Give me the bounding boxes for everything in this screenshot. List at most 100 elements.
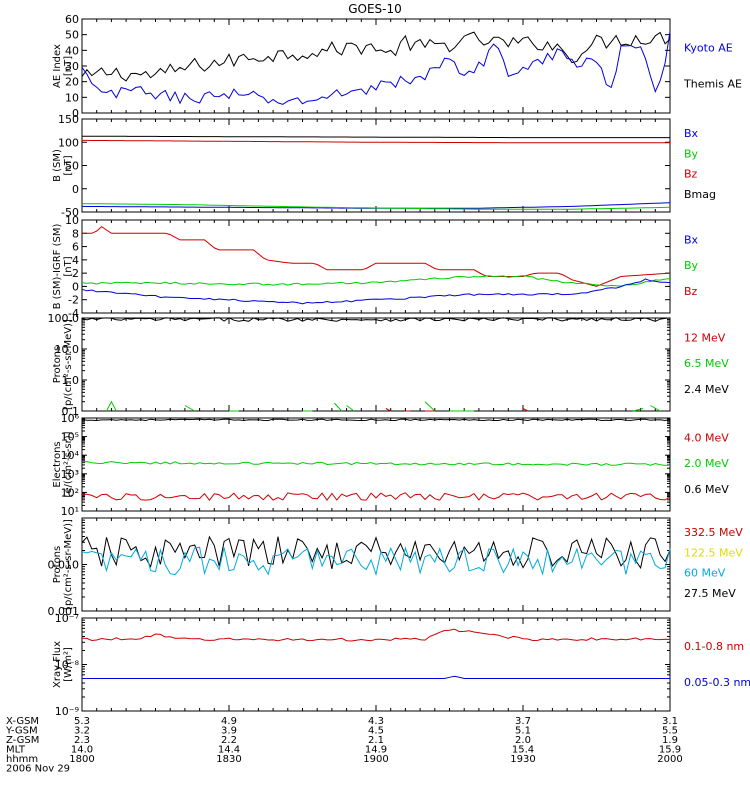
legend-entry: 0.6 MeV [684, 483, 729, 496]
ephemeris-value: 14.9 [365, 745, 387, 756]
y-tick-label: 60 [65, 13, 79, 26]
legend-entry: 0.05-0.3 nm [684, 676, 750, 689]
ephemeris-row-label: MLT [6, 745, 26, 756]
legend-entry: 2.0 MeV [684, 457, 729, 470]
series-line [81, 546, 671, 577]
ephemeris-value: 14.0 [71, 745, 93, 756]
ephemeris-value: 1930 [510, 754, 535, 765]
ephemeris-row-label: hhmm [6, 754, 38, 765]
y-axis-label-line: B (SM) [52, 149, 63, 182]
ephemeris-value: 1900 [363, 754, 388, 765]
y-tick-label: 10.0 [55, 343, 80, 356]
y-tick-label: 0.001 [48, 605, 80, 618]
y-tick-label: 10² [61, 486, 79, 499]
y-tick-label: -4 [68, 307, 79, 320]
legend-entry: 0.1-0.8 nm [684, 640, 744, 653]
panel-frame [81, 517, 671, 612]
y-tick-label: 50 [65, 160, 79, 173]
legend-entry: Bmag [684, 188, 716, 201]
ephemeris-value: 2.3 [74, 735, 90, 746]
y-axis-label-line: [nT] [63, 256, 74, 276]
ephemeris-value: 1.9 [662, 735, 678, 746]
legend-entry: By [684, 147, 699, 160]
y-axis-label: AE Index [nT] [52, 44, 74, 88]
series-line [82, 139, 670, 144]
y-tick-label: 10⁵ [61, 431, 79, 444]
legend-entry: Bz [684, 285, 698, 298]
y-axis-label-line: Xray Flux [52, 641, 63, 688]
y-tick-label: 10⁴ [61, 449, 80, 462]
series-line [81, 628, 671, 642]
legend-entry: 4.0 MeV [684, 431, 729, 444]
ephemeris-value: 5.1 [515, 726, 531, 737]
series-line [81, 535, 671, 570]
y-axis-label: B (SM)-IGRF (SM) [nT] [52, 224, 74, 310]
panel-frame [81, 317, 671, 412]
y-tick-label: 10⁻⁷ [55, 612, 79, 625]
y-tick-label: 100 [58, 136, 79, 149]
y-tick-label: 10⁻⁹ [55, 705, 79, 718]
y-tick-label: 50 [65, 29, 79, 42]
ephemeris-value: 5.3 [74, 716, 90, 727]
panel-2: -50 0 50 100 150 B (SM) [nT] Bx By Bz Bmag [52, 113, 716, 219]
series-line [346, 405, 355, 412]
legend-entry: 2.4 MeV [684, 383, 729, 396]
y-tick-label: 8 [72, 227, 79, 240]
y-tick-label: 30 [65, 60, 79, 73]
series-line [81, 278, 671, 305]
y-axis-label-line: [e/(cm²-s-sr)] [63, 431, 74, 497]
series-line [633, 408, 644, 412]
ephemeris-value: 2.0 [515, 735, 531, 746]
series-line [81, 31, 671, 82]
ephemeris-value: 14.4 [218, 745, 240, 756]
y-tick-label: 10 [65, 214, 79, 227]
legend-entry: By [684, 259, 699, 272]
series-line [81, 203, 671, 210]
y-axis-label-line: [W/m²] [63, 647, 74, 682]
series-line [81, 31, 671, 105]
series-line [106, 400, 117, 412]
ephemeris-value: 1830 [216, 754, 241, 765]
ephemeris-value: 3.7 [515, 716, 531, 727]
series-line [82, 135, 670, 139]
series-line [82, 675, 670, 679]
y-axis-label: Protons [p/(cm²-s-sr-MeV)] [52, 519, 74, 610]
legend-entry: 122.5 MeV [684, 546, 743, 559]
legend-entry: 12 MeV [684, 331, 726, 344]
ephemeris-value: 2000 [657, 754, 682, 765]
legend-entry: 27.5 MeV [684, 587, 736, 600]
y-tick-label: 1.0 [62, 374, 80, 387]
y-axis-label-line: Electrons [52, 441, 63, 487]
y-tick-label: -2 [68, 294, 79, 307]
ephemeris-value: 2.1 [368, 735, 384, 746]
ephemeris-value: 3.1 [662, 716, 678, 727]
y-tick-label: 6 [72, 241, 79, 254]
ephemeris-row-label: X-GSM [6, 716, 39, 727]
y-tick-label: 10¹ [61, 505, 79, 518]
ephemeris-value: 2.2 [221, 735, 237, 746]
ephemeris-value: 15.4 [512, 745, 534, 756]
legend-entry: Themis AE [683, 78, 742, 91]
y-axis-label-line: AE Index [52, 44, 63, 88]
y-tick-label: 40 [65, 44, 79, 57]
ephemeris-value: 5.5 [662, 726, 678, 737]
plot-title: GOES-10 [348, 2, 402, 16]
panel-1: 0 10 20 30 40 50 60 AE Index [nT] Kyoto AE Themis … [52, 13, 742, 120]
y-tick-label: 0 [72, 107, 79, 120]
y-tick-label: 150 [58, 113, 79, 126]
ephemeris-row-label: Z-GSM [6, 735, 39, 746]
y-tick-label: 4 [72, 254, 79, 267]
series-line [81, 275, 671, 287]
y-axis-label-line: [p/(cm²-s-sr-MeV)] [63, 319, 74, 410]
ephemeris-value: 3.2 [74, 726, 90, 737]
panel-7: 10⁻⁹ 10⁻⁸ 10⁻⁷ Xray Flux [W/m²] 0.1-0.8 nm 0.0… [52, 612, 750, 718]
y-tick-label: -50 [61, 206, 79, 219]
y-tick-label: 0.1 [62, 405, 80, 418]
legend-entry: 6.5 MeV [684, 357, 729, 370]
legend-entry: Kyoto AE [684, 42, 733, 55]
y-tick-label: 10⁻⁸ [55, 659, 80, 672]
series-line [650, 405, 661, 412]
